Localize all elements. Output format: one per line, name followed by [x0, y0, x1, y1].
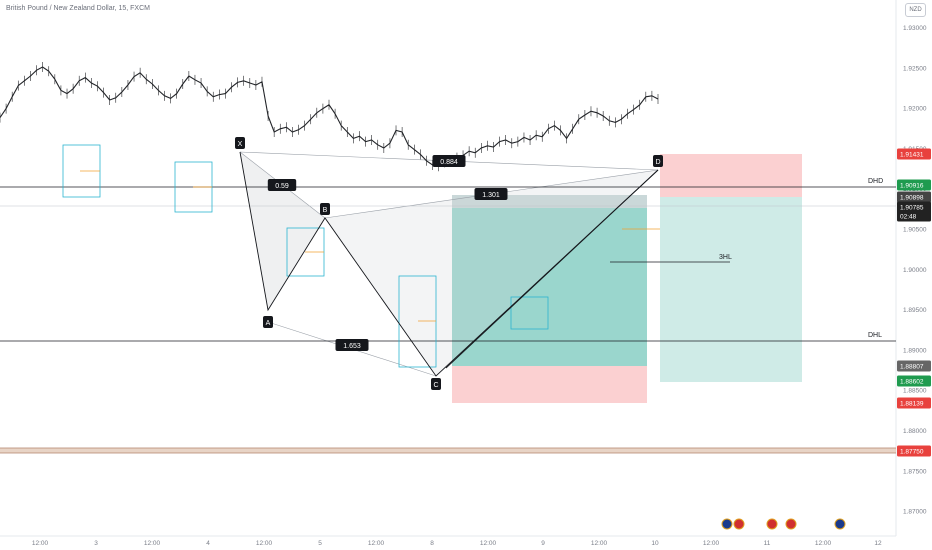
- y-tick-label: 1.88000: [903, 428, 927, 435]
- price-tag-label: 1.88807: [900, 364, 924, 371]
- x-tick-label: 12:00: [480, 540, 497, 547]
- ratio-badge: [335, 339, 369, 351]
- y-tick-label: 1.87000: [903, 509, 927, 516]
- y-tick-label: 1.89000: [903, 347, 927, 354]
- x-tick-label: 8: [430, 540, 434, 547]
- x-tick-label: 9: [541, 540, 545, 547]
- pattern-point-label: D: [655, 159, 660, 166]
- consolidation-box: [398, 275, 437, 368]
- price-tag: [897, 201, 931, 222]
- ratio-label: 0.884: [440, 159, 458, 166]
- pattern-point-marker: [263, 316, 273, 328]
- currency-button[interactable]: NZD: [905, 3, 926, 17]
- pattern-point-marker: [320, 203, 330, 215]
- price-tag: [897, 375, 931, 387]
- nz-flag-icon: [721, 518, 733, 530]
- x-tick-label: 3: [94, 540, 98, 547]
- x-tick-label: 10: [651, 540, 659, 547]
- ratio-badge: [432, 155, 466, 167]
- pattern-point-label: B: [323, 207, 328, 214]
- ratio-label: 1.301: [482, 192, 500, 199]
- pattern-point-label: X: [238, 141, 243, 148]
- uk-flag-icon: [733, 518, 745, 530]
- price-tag-label: 1.90916: [900, 183, 924, 190]
- short-position-stop-zone: [660, 154, 802, 197]
- pattern-point-marker: [235, 137, 245, 149]
- price-tag: [897, 191, 931, 203]
- y-tick-label: 1.92500: [903, 65, 927, 72]
- y-tick-label: 1.93000: [903, 25, 927, 32]
- orange-midlines: [80, 170, 660, 322]
- uk-flag-icon: [766, 518, 778, 530]
- price-tag-label: 1.90898: [900, 195, 924, 202]
- x-tick-label: 12:00: [703, 540, 720, 547]
- price-tag: [897, 360, 931, 372]
- x-tick-label: 4: [206, 540, 210, 547]
- price-tag: [897, 445, 931, 457]
- ratio-label: 1.653: [343, 343, 361, 350]
- support-band: [0, 448, 896, 453]
- ratio-badge: [267, 179, 297, 191]
- y-tick-label: 1.89500: [903, 307, 927, 314]
- y-tick-label: 1.88500: [903, 388, 927, 395]
- x-tick-label: 12:00: [256, 540, 273, 547]
- countdown-label: 02:48: [900, 214, 917, 221]
- ratio-label: 0.59: [275, 183, 289, 190]
- bcd-triangle: [325, 170, 658, 376]
- x-tick-label: 11: [764, 540, 771, 547]
- long-position-stop-zone: [452, 366, 647, 403]
- chart-title: British Pound / New Zealand Dollar, 15, …: [6, 5, 150, 12]
- x-tick-label: 12:00: [368, 540, 385, 547]
- x-tick-label: 12:00: [144, 540, 161, 547]
- y-tick-label: 1.90000: [903, 267, 927, 274]
- price-tag: [897, 397, 931, 409]
- y-tick-label: 1.90500: [903, 227, 927, 234]
- 3hl-label: 3HL: [719, 254, 732, 261]
- x-tick-label: 12:00: [32, 540, 49, 547]
- ratio-badge: [474, 188, 508, 200]
- price-tag-label: 1.90785: [900, 205, 924, 212]
- pattern-point-label: C: [433, 382, 438, 389]
- price-tag-label: 1.88139: [900, 401, 924, 408]
- pattern-point-marker: [431, 378, 441, 390]
- event-flags: [721, 518, 846, 530]
- uk-flag-icon: [785, 518, 797, 530]
- long-position-target-zone: [452, 195, 647, 366]
- x-tick-label: 12:00: [591, 540, 608, 547]
- price-tag-label: 1.91431: [900, 152, 924, 159]
- pattern-point-marker: [653, 155, 663, 167]
- price-tag: [897, 179, 931, 191]
- pattern-point-label: A: [266, 320, 271, 327]
- x-tick-label: 5: [318, 540, 322, 547]
- consolidation-box: [510, 296, 549, 330]
- x-tick-label: 12: [874, 540, 882, 547]
- x-tick-label: 12:00: [815, 540, 832, 547]
- dhd-label: DHD: [868, 178, 883, 185]
- nz-flag-icon: [834, 518, 846, 530]
- y-tick-label: 1.87500: [903, 468, 927, 475]
- dhl-label: DHL: [868, 332, 882, 339]
- short-position-target-zone: [660, 197, 802, 382]
- price-series-line: [0, 66, 659, 167]
- price-tag-label: 1.87750: [900, 449, 924, 456]
- price-tag-label: 1.88602: [900, 379, 924, 386]
- xabcd-pattern-legs: [239, 151, 659, 377]
- price-tag: [897, 148, 931, 160]
- y-tick-label: 1.92000: [903, 106, 927, 113]
- cd-trend-line: [445, 169, 659, 369]
- candle-ticks: [0, 62, 659, 172]
